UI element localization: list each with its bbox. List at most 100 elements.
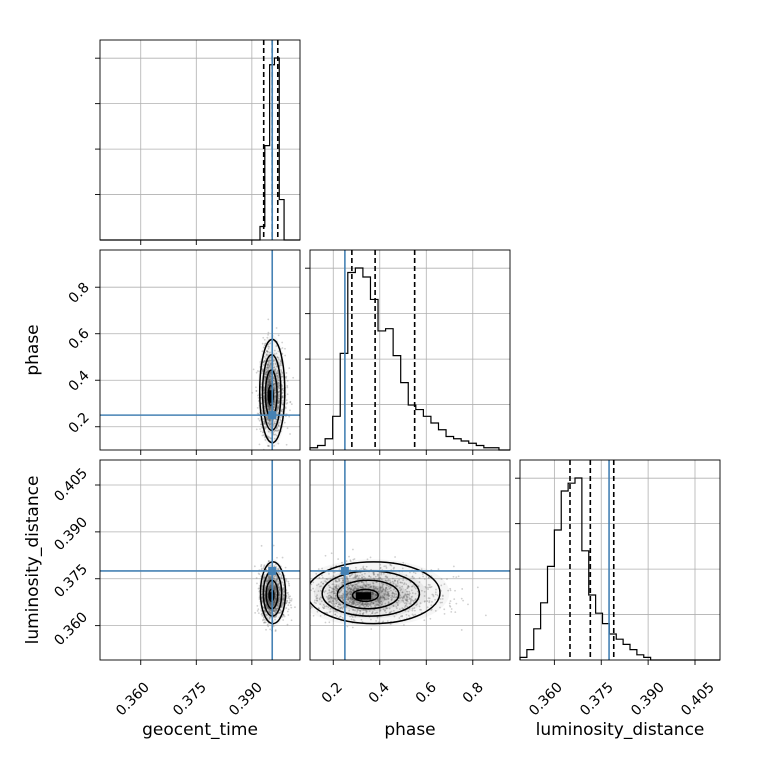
sample-point (372, 602, 375, 605)
sample-point (372, 577, 375, 580)
sample-point (345, 576, 348, 579)
sample-point (280, 360, 282, 363)
sample-point (379, 586, 382, 589)
sample-point (350, 591, 353, 594)
sample-point (401, 585, 404, 588)
sample-point (348, 587, 351, 590)
sample-point (413, 577, 415, 579)
sample-point (354, 586, 357, 589)
sample-point (277, 571, 279, 574)
sample-point (362, 604, 364, 607)
hist-frame (99, 39, 301, 241)
sample-point (350, 574, 353, 577)
sample-point (332, 587, 335, 590)
sample-point (329, 586, 332, 589)
sample-point (277, 400, 279, 403)
sample-point (381, 583, 384, 586)
sample-point (361, 586, 364, 589)
sample-point (276, 409, 279, 412)
sample-point (374, 594, 377, 597)
sample-point (357, 585, 359, 588)
sample-point (388, 607, 391, 610)
sample-point (263, 621, 266, 624)
sample-point (404, 604, 407, 607)
sample-point (391, 595, 394, 598)
sample-point (268, 378, 271, 381)
sample-point (325, 611, 328, 614)
sample-point (282, 597, 285, 599)
sample-point (362, 604, 365, 607)
sample-point (332, 602, 335, 605)
sample-point (325, 605, 328, 608)
sample-point (277, 605, 280, 608)
sample-point (279, 363, 282, 365)
sample-point (285, 602, 287, 605)
sample-point (352, 584, 355, 587)
sample-point (275, 597, 277, 600)
sample-point (392, 605, 395, 608)
sample-point (359, 609, 362, 612)
sample-point (461, 588, 464, 590)
sample-point (403, 602, 406, 605)
sample-point (281, 347, 284, 349)
sample-point (268, 405, 271, 408)
sample-point (303, 589, 305, 591)
sample-point (341, 594, 343, 597)
sample-point (329, 597, 331, 600)
sample-point (265, 579, 268, 582)
sample-point (322, 582, 325, 585)
sample-point (352, 558, 355, 561)
sample-point (411, 576, 414, 578)
sample-point (337, 580, 340, 583)
sample-point (273, 586, 276, 589)
sample-point (379, 598, 382, 601)
sample-point (268, 610, 270, 613)
sample-point (285, 377, 287, 379)
tick-label: 0.360 (526, 680, 566, 720)
sample-point (362, 609, 365, 612)
sample-point (268, 380, 271, 383)
sample-point (310, 583, 313, 586)
sample-point (275, 373, 277, 376)
sample-point (266, 370, 269, 373)
sample-point (351, 585, 354, 588)
sample-point (345, 601, 348, 604)
sample-point (385, 565, 387, 568)
sample-point (320, 600, 323, 603)
sample-point (266, 366, 269, 369)
sample-point (372, 573, 375, 576)
sample-point (275, 609, 277, 612)
sample-point (360, 586, 362, 589)
sample-point (266, 363, 269, 366)
sample-point (369, 583, 372, 586)
sample-point (275, 372, 278, 375)
sample-point (305, 593, 307, 595)
sample-point (266, 364, 269, 367)
sample-point (392, 567, 395, 570)
sample-point (275, 352, 278, 355)
sample-point (350, 588, 353, 591)
sample-point (387, 592, 389, 595)
sample-point (428, 597, 431, 600)
sample-point (336, 580, 338, 583)
sample-point (258, 573, 261, 576)
sample-point (268, 611, 271, 614)
sample-point (328, 600, 331, 603)
sample-point (376, 573, 379, 576)
sample-point (272, 408, 275, 411)
sample-point (377, 573, 380, 576)
sample-point (369, 556, 372, 559)
sample-point (252, 368, 255, 371)
sample-point (414, 598, 417, 601)
sample-point (285, 375, 288, 378)
sample-point (264, 412, 267, 415)
sample-point (358, 605, 361, 608)
sample-point (385, 587, 387, 590)
sample-point (402, 595, 405, 598)
sample-point (268, 381, 271, 384)
sample-point (390, 564, 393, 567)
sample-point (406, 599, 409, 602)
sample-point (360, 603, 362, 606)
sample-point (273, 590, 276, 592)
sample-point (276, 577, 279, 580)
